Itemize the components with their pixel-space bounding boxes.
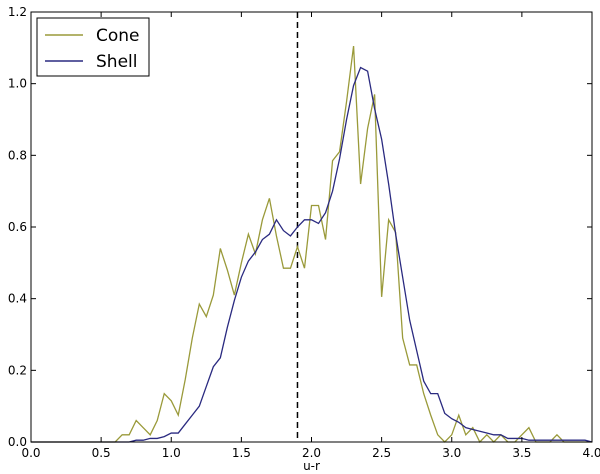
x-tick-label: 1.5 — [232, 446, 251, 460]
x-tick-label: 3.5 — [512, 446, 531, 460]
legend-label-cone: Cone — [96, 26, 140, 46]
tick-layer: 0.0 0.5 1.0 1.5 2.0 2.5 3.0 3.5 4.0 0.0 0.2 0.4 0.6 0… — [8, 5, 600, 460]
x-tick-label: 2.0 — [302, 446, 321, 460]
y-tick-label: 0.4 — [8, 292, 27, 306]
series-line-cone — [31, 45, 592, 444]
y-tick-label: 0.2 — [8, 363, 27, 377]
y-tick-label: 0.8 — [8, 148, 27, 162]
y-tick-label: 0.0 — [8, 435, 27, 449]
x-tick-label: 2.5 — [372, 446, 391, 460]
x-tick-label: 4.0 — [582, 446, 600, 460]
plot-background — [31, 12, 592, 442]
x-tick-label: 3.0 — [442, 446, 461, 460]
x-tick-label: 0.5 — [92, 446, 111, 460]
y-tick-label: 1.0 — [8, 77, 27, 91]
y-tick-label: 0.6 — [8, 220, 27, 234]
y-tick-label: 1.2 — [8, 5, 27, 19]
x-tick-label: 0.0 — [21, 446, 40, 460]
legend-label-shell: Shell — [96, 52, 137, 72]
x-axis-label: u-r — [303, 459, 320, 473]
legend: Cone Shell — [36, 17, 150, 77]
x-tick-label: 1.0 — [162, 446, 181, 460]
legend-box — [36, 17, 150, 77]
